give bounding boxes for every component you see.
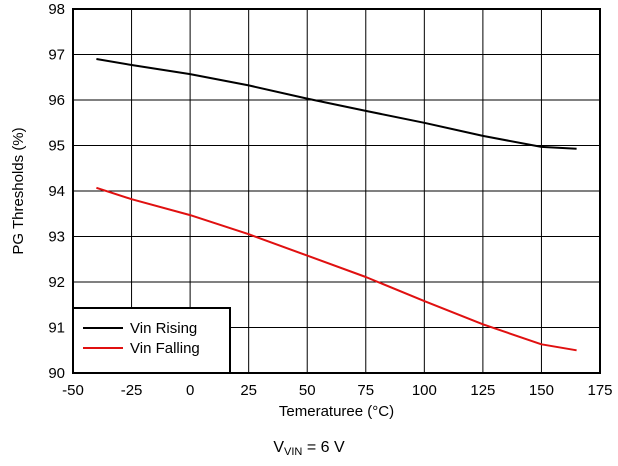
x-axis-label: Temeraturee (°C) <box>279 403 394 420</box>
x-tick-label: 25 <box>240 382 257 399</box>
x-tick-label: -50 <box>62 382 84 399</box>
y-tick-label: 96 <box>48 92 65 109</box>
series-line-vin-rising <box>96 58 577 150</box>
caption-suffix: = 6 V <box>302 439 345 456</box>
y-tick-label: 94 <box>48 183 65 200</box>
x-tick-label: 0 <box>186 382 194 399</box>
y-tick-label: 90 <box>48 365 65 382</box>
x-tick-label: 150 <box>529 382 554 399</box>
caption-subscript: VIN <box>284 446 303 458</box>
y-tick-label: 95 <box>48 138 65 155</box>
x-tick-label: 75 <box>357 382 374 399</box>
caption-prefix: V <box>273 439 285 456</box>
x-tick-label: 100 <box>412 382 437 399</box>
y-axis-label: PG Thresholds (%) <box>10 127 27 254</box>
x-tick-label: 175 <box>587 382 612 399</box>
x-tick-label: -25 <box>121 382 143 399</box>
y-tick-label: 92 <box>48 274 65 291</box>
legend-label: Vin Falling <box>130 340 200 357</box>
y-tick-label: 93 <box>48 229 65 246</box>
series-line-vin-falling <box>96 186 577 352</box>
y-tick-label: 98 <box>48 1 65 18</box>
condition-caption: VVIN = 6 V <box>0 438 618 462</box>
legend-box <box>72 307 231 374</box>
plot-frame <box>72 8 601 374</box>
legend-label: Vin Rising <box>130 320 197 337</box>
chart: -50 -25 0 25 50 75 100 125 150 175 90 91 92 93 94 95 96 9… <box>10 1 613 420</box>
x-tick-label: 50 <box>299 382 316 399</box>
series-layer <box>96 58 577 352</box>
legend: Vin Rising Vin Falling <box>72 307 231 374</box>
x-tick-label: 125 <box>470 382 495 399</box>
tick-labels: -50 -25 0 25 50 75 100 125 150 175 90 91 92 93 94 95 96 9… <box>48 1 612 399</box>
y-tick-label: 97 <box>48 47 65 64</box>
y-tick-label: 91 <box>48 320 65 337</box>
